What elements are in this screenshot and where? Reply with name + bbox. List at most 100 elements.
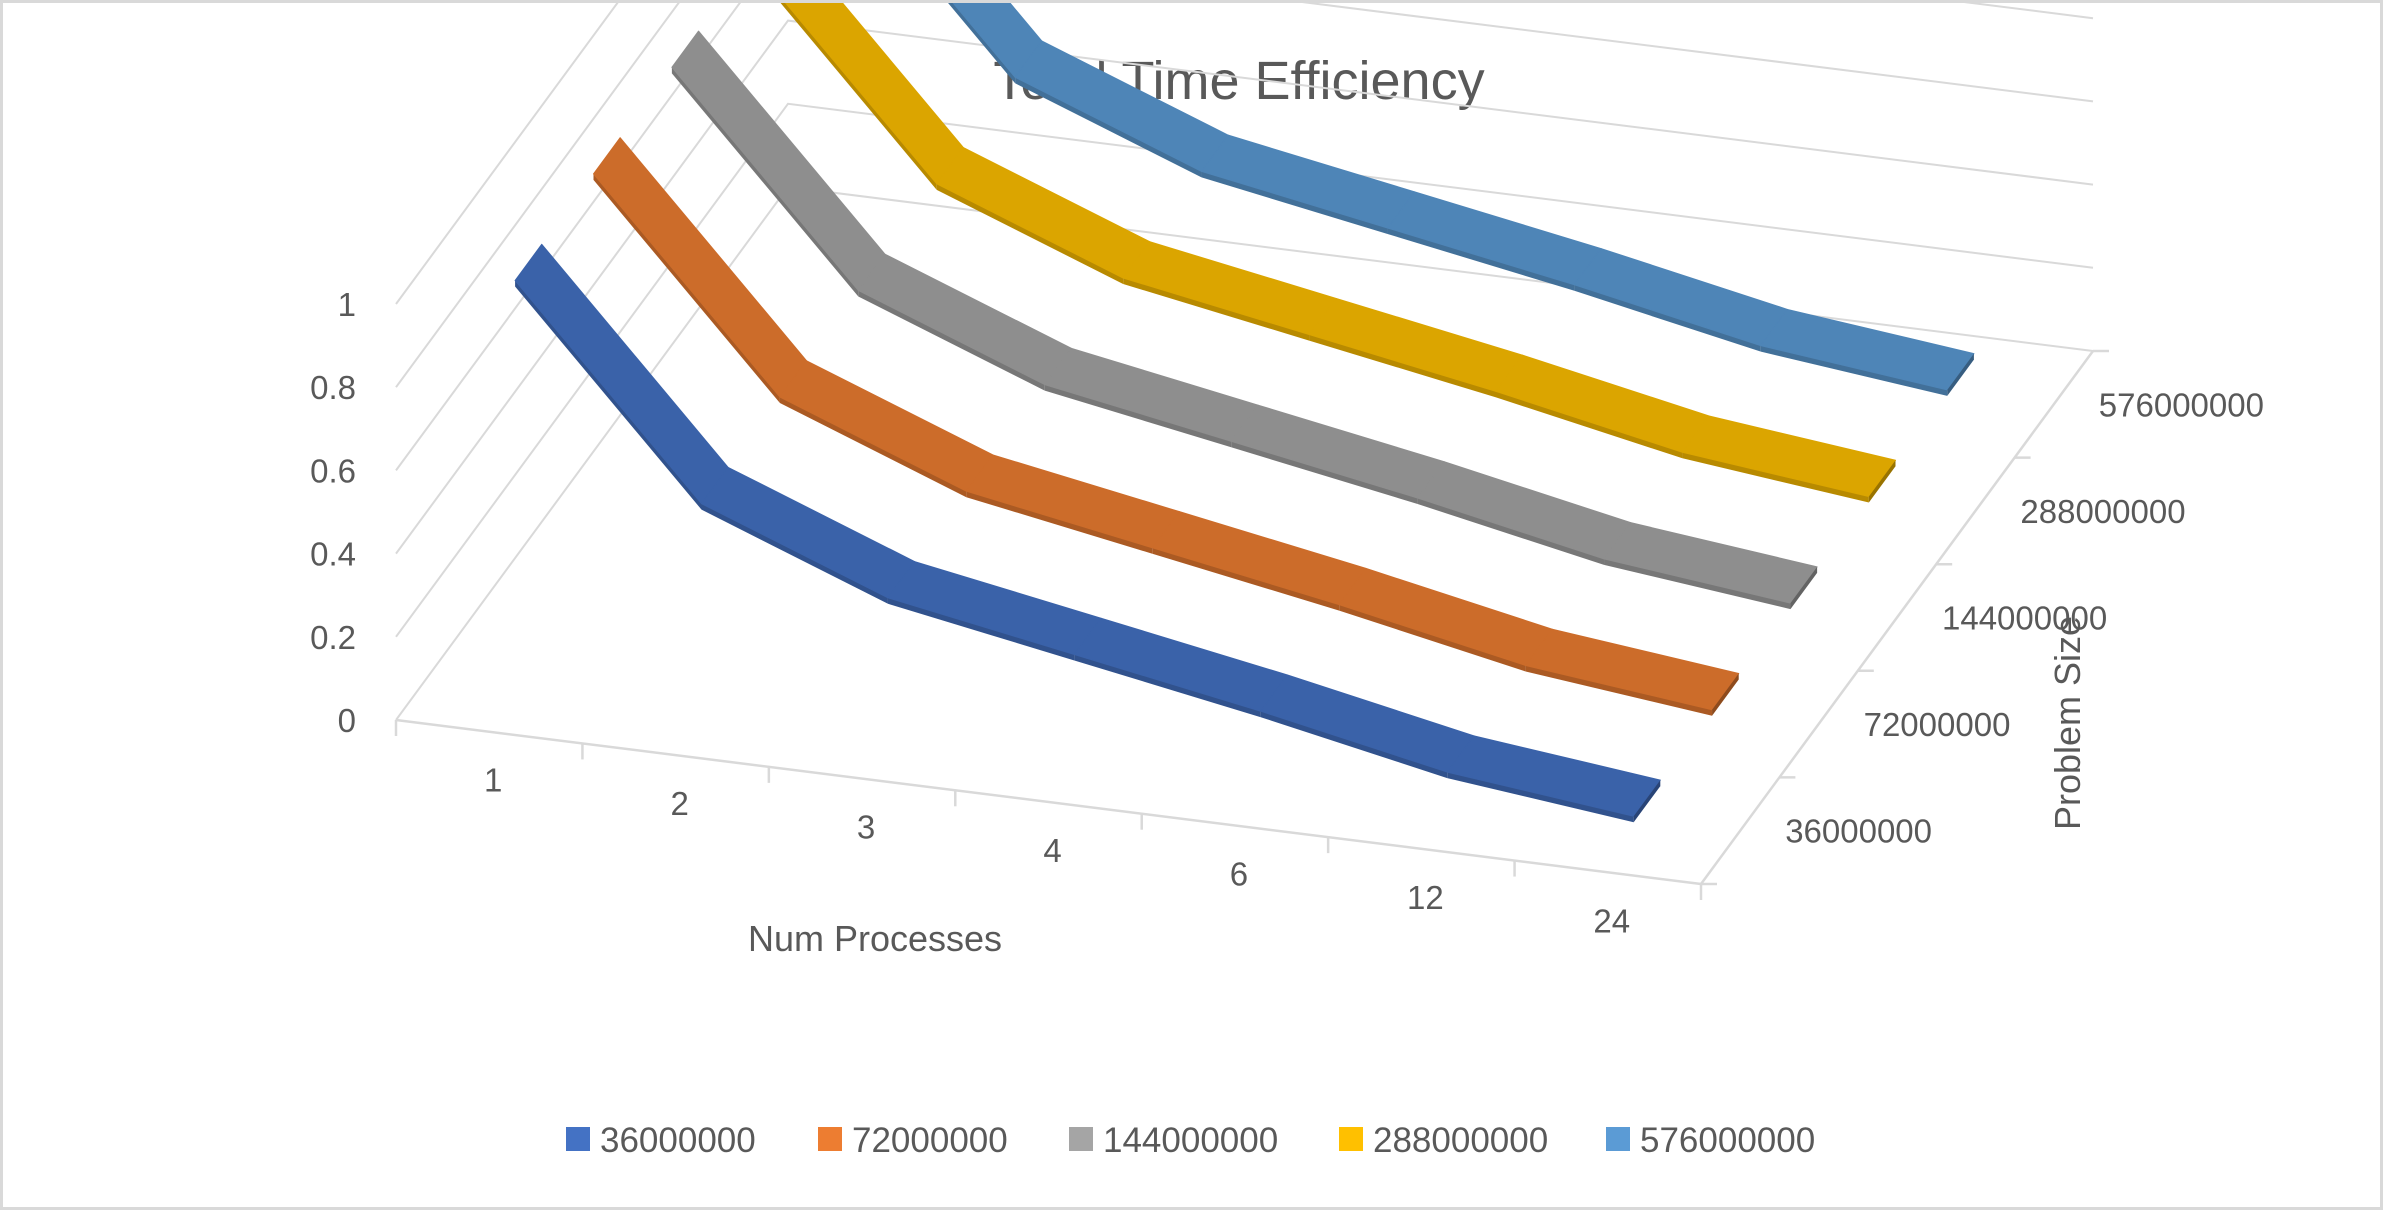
legend: 36000000 72000000 144000000 288000000 576000… xyxy=(566,1121,1815,1160)
series-segment-edge xyxy=(780,3,937,190)
series-segment xyxy=(1152,511,1367,606)
series-segment-edge xyxy=(1231,441,1418,505)
series-segment-edge xyxy=(936,183,1124,284)
depth-tick-label: 576000000 xyxy=(2099,386,2264,423)
depth-tick-label: 36000000 xyxy=(1785,813,1932,850)
series-segment xyxy=(1073,617,1288,712)
series-end-cap xyxy=(1947,353,1974,396)
series-segment xyxy=(936,147,1151,279)
tick-labels: 00.20.40.60.8112346122436000000720000001… xyxy=(310,286,2264,939)
axes xyxy=(394,349,2109,900)
x-tick-label: 2 xyxy=(670,785,688,822)
legend-label: 576000000 xyxy=(1640,1121,1815,1160)
x-tick-label: 3 xyxy=(857,809,875,846)
y-tick-label: 1 xyxy=(338,286,356,323)
series-layer xyxy=(514,3,1975,823)
series-segment-edge xyxy=(1201,171,1388,235)
gridline xyxy=(395,3,619,305)
series-segment xyxy=(1387,191,1602,286)
series-segment-edge xyxy=(1309,334,1497,398)
series-segment-edge xyxy=(1417,498,1605,565)
y-tick-label: 0.6 xyxy=(310,452,356,489)
series-segment-edge xyxy=(1074,654,1261,718)
series-segment xyxy=(1122,241,1337,336)
series-segment-edge xyxy=(1152,547,1340,611)
gridline xyxy=(395,3,2094,388)
series-segment-edge xyxy=(1760,345,1948,396)
series-segment-edge xyxy=(1447,772,1634,823)
x-tick-label: 1 xyxy=(484,762,502,799)
series-segment xyxy=(857,253,1072,386)
series-end-cap xyxy=(1712,673,1739,716)
x-tick-label: 24 xyxy=(1593,902,1630,939)
series-segment xyxy=(1309,297,1524,392)
gridline xyxy=(395,19,2094,555)
series-segment xyxy=(1681,415,1897,498)
series-segment-edge xyxy=(966,491,1153,554)
series-segment-edge xyxy=(593,173,780,404)
series-segment-edge xyxy=(1387,228,1575,291)
series-end-cap xyxy=(1868,460,1896,503)
series-segment xyxy=(701,466,916,599)
series-segment-edge xyxy=(1260,711,1448,779)
legend-item: 72000000 xyxy=(818,1121,1008,1160)
y-tick-label: 0 xyxy=(338,702,356,739)
series-segment-edge xyxy=(887,597,1075,661)
legend-item: 36000000 xyxy=(566,1121,756,1160)
series-segment-edge xyxy=(1604,558,1791,610)
legend-swatch xyxy=(1339,1127,1363,1151)
y-tick-label: 0.4 xyxy=(310,536,356,573)
x-tick-label: 4 xyxy=(1043,832,1061,869)
series-segment-edge xyxy=(701,503,888,604)
depth-tick-label: 72000000 xyxy=(1864,706,2011,743)
series-segment-edge xyxy=(858,290,1045,391)
series-segment xyxy=(1446,735,1661,817)
legend-swatch xyxy=(1606,1127,1630,1151)
series-segment xyxy=(965,454,1180,549)
legend-item: 288000000 xyxy=(1339,1121,1548,1160)
y-tick-label: 0.8 xyxy=(310,369,356,406)
depth-axis-title: Problem Size xyxy=(2047,616,2088,830)
series-end-cap xyxy=(1633,780,1661,823)
legend-label: 72000000 xyxy=(852,1121,1008,1160)
x-tick-label: 6 xyxy=(1230,855,1248,892)
x-tick-label: 12 xyxy=(1407,879,1444,916)
chart-plot: Total Time Efficiency 00.20.40.60.811234… xyxy=(310,3,2264,1160)
x-axis-line xyxy=(395,718,1702,886)
depth-axis-line xyxy=(1699,350,2095,885)
x-axis-title: Num Processes xyxy=(748,918,1002,959)
legend-swatch xyxy=(818,1127,842,1151)
series-segment xyxy=(1603,522,1818,604)
series-segment xyxy=(1044,347,1259,442)
series-segment-edge xyxy=(1682,452,1869,503)
gridline xyxy=(395,102,2094,638)
series-segment-edge xyxy=(1015,77,1202,178)
series-segment xyxy=(1230,404,1445,499)
series-segment-edge xyxy=(1339,604,1526,672)
series-segment-edge xyxy=(1496,391,1683,459)
legend-item: 576000000 xyxy=(1606,1121,1815,1160)
series-segment-edge xyxy=(1123,277,1310,341)
series-36000000 xyxy=(514,243,1661,823)
series-segment-edge xyxy=(515,280,702,510)
series-segment xyxy=(887,561,1102,656)
legend-swatch xyxy=(566,1127,590,1151)
legend-swatch xyxy=(1069,1127,1093,1151)
series-segment xyxy=(1760,308,1975,391)
series-segment xyxy=(1201,134,1416,229)
series-576000000 xyxy=(948,3,1975,396)
series-segment-edge xyxy=(671,67,859,297)
depth-tick-label: 144000000 xyxy=(1942,600,2107,637)
series-segment-edge xyxy=(948,3,1016,84)
series-segment xyxy=(779,360,994,492)
series-segment-edge xyxy=(1574,284,1761,352)
series-segment xyxy=(1525,628,1740,711)
legend-label: 144000000 xyxy=(1103,1121,1278,1160)
legend-label: 288000000 xyxy=(1373,1121,1548,1160)
depth-tick-label: 288000000 xyxy=(2020,493,2185,530)
series-288000000 xyxy=(780,3,1897,503)
series-segment-edge xyxy=(779,397,967,498)
y-tick-label: 0.2 xyxy=(310,619,356,656)
series-72000000 xyxy=(592,137,1740,716)
